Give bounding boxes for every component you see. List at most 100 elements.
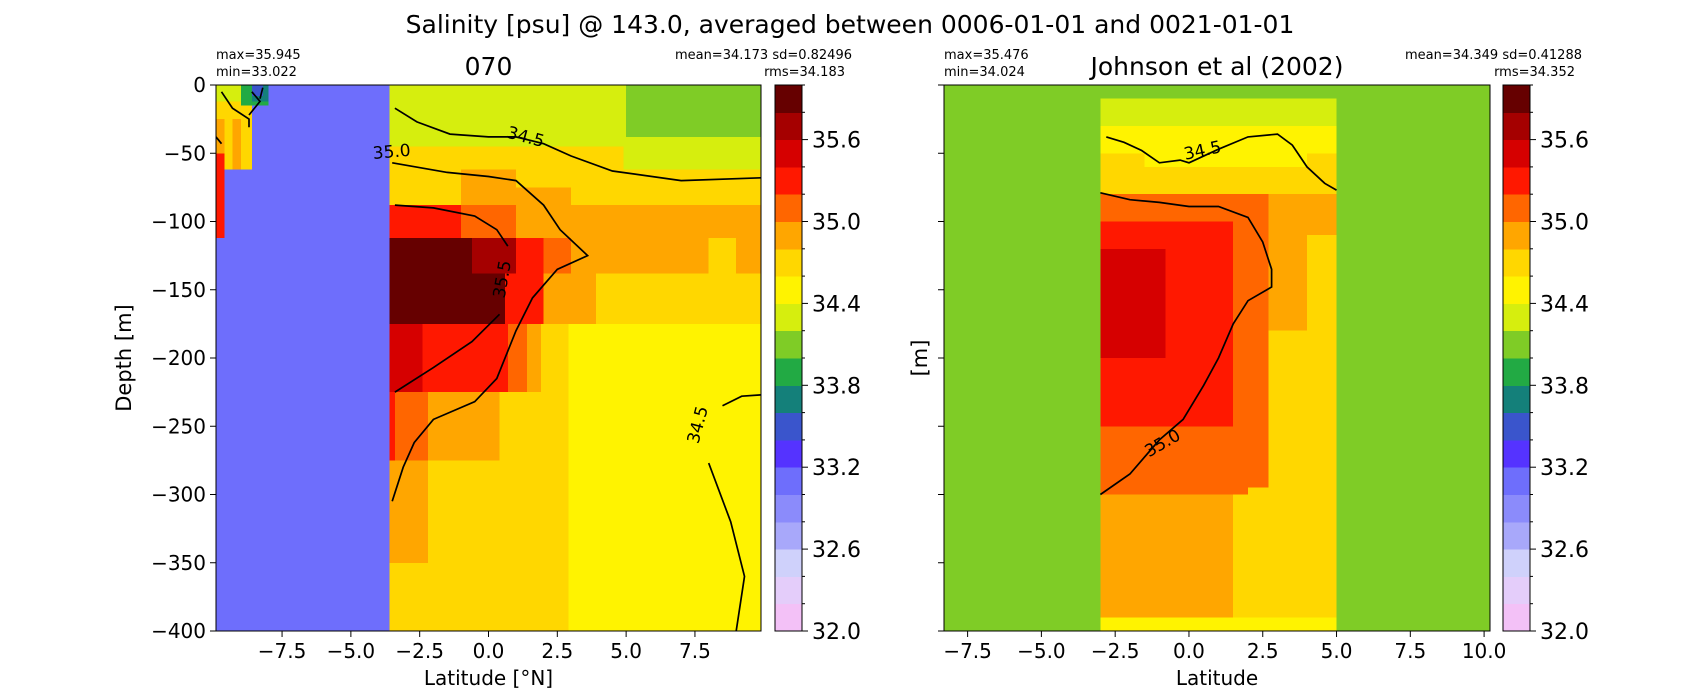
- colorbar-segment: [775, 112, 802, 141]
- stat-mean-sd: mean=34.173 sd=0.82496: [675, 48, 852, 63]
- colorbar-tick-label: 35.6: [812, 129, 861, 154]
- heatmap-cell: [460, 169, 517, 206]
- colorbar-tick-label: 35.0: [812, 211, 861, 236]
- y-tick-label: −400: [151, 619, 206, 643]
- heatmap-cell: [507, 323, 528, 393]
- heatmap-cell: [543, 273, 596, 324]
- colorbar-segment: [1503, 248, 1530, 277]
- colorbar-segment: [1503, 330, 1530, 359]
- x-tick-label: 2.5: [541, 639, 573, 663]
- heatmap-cell: [736, 237, 761, 274]
- y-tick-label: −350: [151, 551, 206, 575]
- contour-line: [391, 161, 590, 502]
- heatmap-cell: [460, 205, 517, 238]
- heatmap-cell: [516, 237, 544, 274]
- heatmap-cell: [516, 146, 624, 188]
- plot-area: 34.535.0: [944, 85, 1490, 631]
- panel-title: 070: [465, 52, 513, 81]
- heatmap-cell: [1159, 98, 1234, 113]
- heatmap-cell: [571, 237, 709, 274]
- heatmap-cell: [389, 392, 395, 461]
- x-tick-label: −7.5: [258, 639, 307, 663]
- heatmap-cell: [543, 237, 572, 274]
- heatmap-cell: [224, 119, 233, 170]
- colorbar-segment: [775, 358, 802, 386]
- colorbar-tick-label: 33.8: [812, 374, 861, 399]
- y-axis-label: [m]: [908, 340, 932, 377]
- colorbar-segment: [775, 467, 802, 495]
- y-axis-label: Depth [m]: [112, 304, 136, 411]
- colorbar-segment: [1503, 85, 1530, 113]
- y-tick-label: −100: [151, 210, 206, 234]
- contour-line: [1106, 133, 1337, 191]
- x-tick-label: 2.5: [1247, 639, 1279, 663]
- colorbar-segment: [1503, 276, 1530, 304]
- colorbar-segment: [1503, 303, 1530, 332]
- colorbar-segment: [775, 385, 802, 414]
- heatmap-cell: [232, 119, 241, 170]
- x-tick-label: 7.5: [679, 639, 711, 663]
- heatmap-cell: [568, 323, 761, 631]
- stat-max: max=35.476: [944, 48, 1029, 63]
- heatmap-cell: [1121, 255, 1142, 274]
- colorbar: 32.0 32.6 33.2 33.8 34.4 35.0 35.6: [1502, 84, 1589, 645]
- y-tick-label: −250: [151, 414, 206, 438]
- colorbar-tick-label: 32.0: [1540, 620, 1589, 645]
- contour-line: [722, 394, 761, 407]
- contour-line: [220, 91, 250, 128]
- heatmap-cell: [1307, 235, 1337, 618]
- heatmap-cell: [422, 323, 508, 393]
- x-tick-label: 10.0: [1462, 639, 1507, 663]
- colorbar-segment: [1503, 412, 1530, 441]
- colorbar-tick-label: 32.6: [812, 538, 861, 563]
- stat-min: min=33.022: [216, 65, 297, 80]
- x-tick-label: 0.0: [1173, 639, 1205, 663]
- colorbar-tick-label: 33.2: [812, 456, 861, 481]
- colorbar-segment: [775, 194, 802, 222]
- y-tick-label: −300: [151, 483, 206, 507]
- colorbar-tick-label: 35.0: [1540, 211, 1589, 236]
- colorbar-segment: [1503, 112, 1530, 141]
- colorbar-segment: [1503, 521, 1530, 550]
- contour-label: 35.0: [372, 141, 411, 164]
- colorbar-segment: [775, 248, 802, 277]
- colorbar-segment: [775, 276, 802, 304]
- stat-mean-sd: mean=34.349 sd=0.41288: [1405, 48, 1582, 63]
- colorbar-tick-label: 33.8: [1540, 374, 1589, 399]
- colorbar-segment: [1503, 467, 1530, 495]
- x-tick-label: −2.5: [395, 639, 444, 663]
- x-tick-label: 0.0: [473, 639, 505, 663]
- contour-line: [394, 313, 501, 393]
- colorbar-segment: [775, 521, 802, 550]
- colorbar-segment: [775, 494, 802, 523]
- colorbar-segment: [1503, 576, 1530, 605]
- colorbar-segment: [1503, 439, 1530, 468]
- x-tick-label: 5.0: [1321, 639, 1353, 663]
- colorbar-tick-label: 34.4: [812, 292, 861, 317]
- heatmap-cell: [516, 187, 572, 206]
- stat-max: max=35.945: [216, 48, 301, 63]
- colorbar-segment: [775, 303, 802, 332]
- stat-rms: rms=34.352: [1494, 65, 1575, 80]
- x-tick-label: −2.5: [1091, 639, 1140, 663]
- heatmap-cell: [626, 85, 761, 137]
- x-axis-label: Latitude: [1176, 666, 1258, 690]
- colorbar-segment: [775, 166, 802, 195]
- heatmap-cell: [251, 85, 263, 96]
- colorbar-segment: [775, 221, 802, 250]
- colorbar-segment: [775, 439, 802, 468]
- heatmap-cell: [216, 119, 225, 154]
- y-tick-label: −150: [151, 278, 206, 302]
- heatmap-cell: [471, 237, 517, 274]
- colorbar-segment: [1503, 603, 1530, 632]
- colorbar-segment: [1503, 166, 1530, 195]
- contour-line: [216, 136, 223, 145]
- colorbar-segment: [1503, 494, 1530, 523]
- colorbar-segment: [775, 549, 802, 577]
- contour-line: [1099, 191, 1273, 496]
- colorbar-tick-label: 34.4: [1540, 292, 1589, 317]
- heatmap-cell: [1144, 146, 1308, 167]
- colorbar-tick-label: 35.6: [1540, 129, 1589, 154]
- y-tick-label: −200: [151, 346, 206, 370]
